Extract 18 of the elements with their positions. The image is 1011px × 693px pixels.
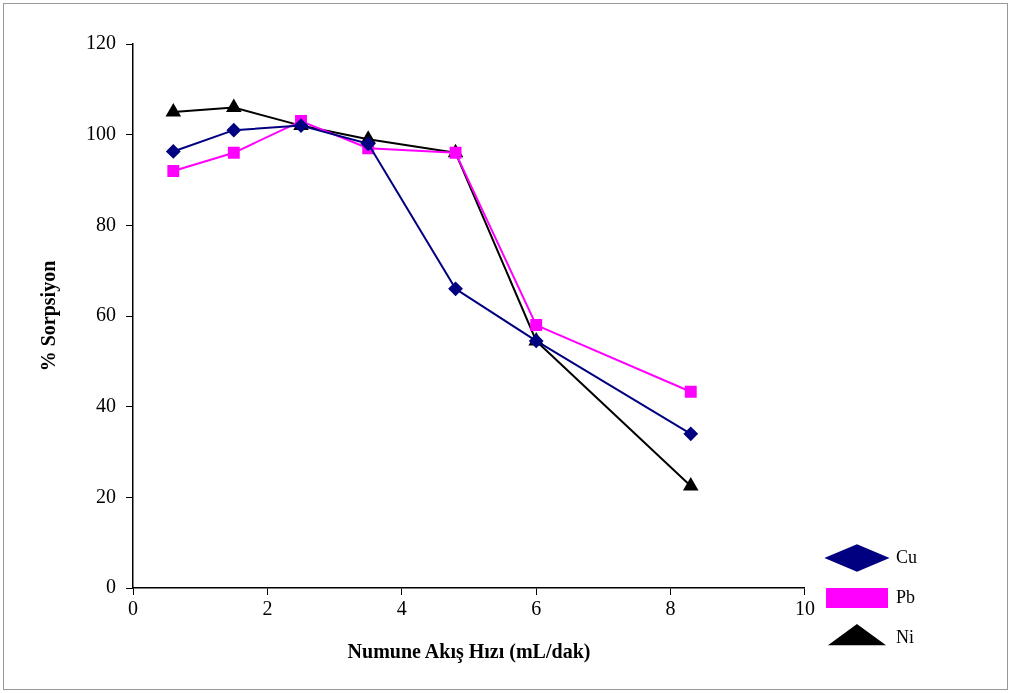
legend-label: Ni (895, 626, 914, 647)
x-tick-label: 4 (396, 597, 407, 620)
y-tick-label: 120 (86, 31, 116, 54)
y-tick-label: 20 (96, 484, 116, 507)
legend-label: Cu (895, 546, 918, 567)
y-axis-title: % Sorpsiyon (37, 260, 61, 372)
y-tick-label: 60 (96, 303, 116, 326)
y-tick-label: 0 (106, 575, 116, 598)
x-tick-label: 2 (262, 597, 273, 620)
x-axis-title: Numune Akış Hızı (mL/dak) (347, 640, 591, 664)
x-tick-label: 10 (794, 597, 815, 620)
legend-label: Pb (895, 586, 916, 607)
y-tick-label: 80 (96, 212, 116, 235)
y-tick-label: 40 (96, 393, 116, 416)
x-tick-label: 6 (531, 597, 542, 620)
x-tick-label: 0 (128, 597, 138, 620)
y-tick-label: 100 (86, 121, 116, 144)
x-tick-label: 8 (665, 597, 676, 620)
